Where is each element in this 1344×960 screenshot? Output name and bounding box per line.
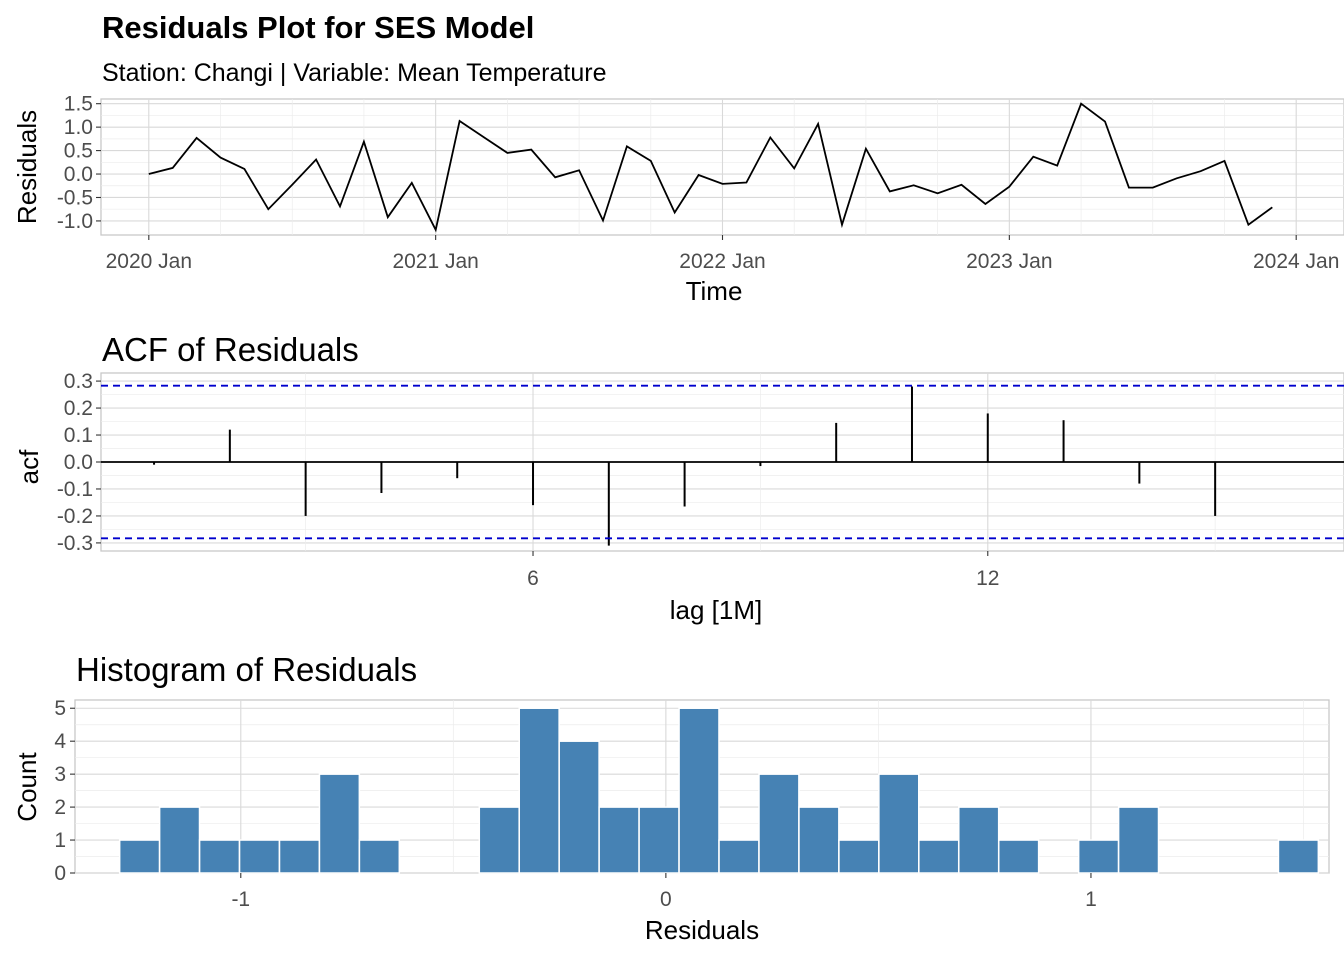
y-tick-label: 0.0 — [64, 163, 93, 186]
histogram-x-ticks: -1 0 1 — [231, 873, 1097, 911]
y-tick-label: 5 — [54, 697, 66, 720]
acf-panel: ACF of Residuals -0.3 -0.2 -0.1 0.0 0.1 0.2 0.… — [14, 331, 1344, 625]
timeseries-y-ticks: -1.0-0.50.00.51.01.5 — [57, 93, 101, 233]
y-tick-label: 0.5 — [64, 140, 93, 163]
histogram-bar — [998, 839, 1040, 874]
histogram-y-ticks: 0 1 2 3 4 5 — [54, 697, 75, 885]
histogram-x-axis-title: Residuals — [645, 915, 759, 945]
y-tick-label: 1.5 — [64, 93, 93, 116]
acf-y-axis-title: acf — [14, 449, 44, 484]
x-tick-label: 2024 Jan — [1253, 250, 1339, 273]
histogram-bar — [678, 707, 720, 874]
histogram-bar — [838, 839, 880, 874]
acf-title: ACF of Residuals — [102, 331, 359, 368]
histogram-bar — [638, 806, 680, 874]
y-tick-label: 1.0 — [64, 116, 93, 139]
histogram-bar — [478, 806, 520, 874]
acf-y-ticks: -0.3 -0.2 -0.1 0.0 0.1 0.2 0.3 — [57, 370, 101, 555]
y-tick-label: 4 — [54, 730, 66, 753]
y-tick-label: -0.5 — [57, 186, 93, 209]
histogram-bar — [1077, 839, 1120, 874]
histogram-bar — [798, 806, 840, 874]
acf-x-ticks: 6 12 — [527, 551, 999, 590]
y-tick-label: -0.2 — [57, 505, 93, 528]
timeseries-y-axis-title: Residuals — [12, 110, 42, 224]
histogram-bar — [878, 773, 920, 874]
histogram-bar — [558, 740, 600, 874]
histogram-y-axis-title: Count — [12, 752, 42, 822]
x-tick-label: 2022 Jan — [679, 250, 765, 273]
x-tick-label: 2021 Jan — [392, 250, 478, 273]
residuals-line — [148, 102, 1273, 233]
acf-x-axis-title: lag [1M] — [670, 595, 763, 625]
y-tick-label: 3 — [54, 763, 66, 786]
y-tick-label: 0.0 — [64, 451, 93, 474]
histogram-bar — [358, 839, 401, 874]
histogram-title: Histogram of Residuals — [76, 651, 417, 688]
y-tick-label: -0.1 — [57, 478, 93, 501]
histogram-bars — [118, 707, 1320, 874]
histogram-bar — [758, 773, 800, 874]
histogram-bar — [318, 773, 361, 874]
x-tick-label: 0 — [660, 888, 672, 911]
y-tick-label: 0.2 — [64, 397, 93, 420]
histogram-panel: Histogram of Residuals 0 1 2 3 4 5 -1 0 1 Resid… — [12, 651, 1330, 945]
y-tick-label: 0.3 — [64, 370, 93, 393]
residuals-timeseries-panel: -1.0-0.50.00.51.01.5 2020 Jan 2021 Jan 202… — [12, 93, 1344, 306]
timeseries-x-axis-title: Time — [686, 276, 743, 306]
x-tick-label: 1 — [1085, 888, 1097, 911]
histogram-bar — [278, 839, 321, 874]
x-tick-label: 2023 Jan — [966, 250, 1052, 273]
histogram-bar — [918, 839, 960, 874]
x-tick-label: 12 — [976, 567, 999, 590]
histogram-bar — [1117, 806, 1160, 874]
timeseries-grid — [101, 99, 1344, 235]
histogram-bar — [958, 806, 1000, 874]
acf-grid — [101, 373, 1344, 551]
y-tick-label: 0 — [54, 862, 66, 885]
timeseries-x-ticks: 2020 Jan 2021 Jan 2022 Jan 2023 Jan 2024 Jan — [106, 235, 1339, 273]
histogram-bar — [198, 839, 241, 874]
histogram-bar — [1277, 839, 1320, 874]
histogram-bar — [158, 806, 201, 874]
y-tick-label: -1.0 — [57, 210, 93, 233]
y-tick-label: -0.3 — [57, 532, 93, 555]
figure-subtitle: Station: Changi | Variable: Mean Tempera… — [102, 59, 606, 87]
x-tick-label: -1 — [231, 888, 250, 911]
y-tick-label: 0.1 — [64, 424, 93, 447]
y-tick-label: 2 — [54, 796, 66, 819]
histogram-bar — [238, 839, 281, 874]
acf-marks — [101, 384, 1344, 546]
y-tick-label: 1 — [54, 829, 66, 852]
histogram-bar — [598, 806, 640, 874]
histogram-bar — [518, 707, 560, 874]
histogram-bar — [118, 839, 161, 874]
figure-title: Residuals Plot for SES Model — [102, 10, 534, 45]
x-tick-label: 2020 Jan — [106, 250, 192, 273]
histogram-bar — [718, 839, 760, 874]
x-tick-label: 6 — [527, 567, 539, 590]
